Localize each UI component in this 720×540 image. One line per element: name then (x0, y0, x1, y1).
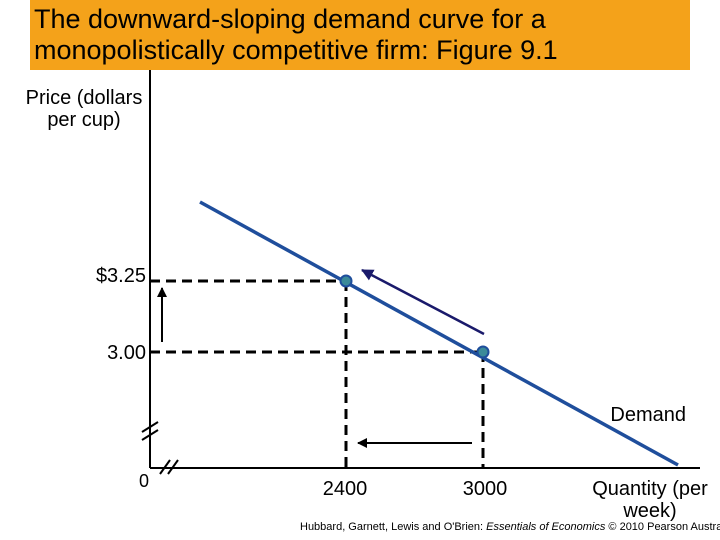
price-tick-300: 3.00 (107, 342, 146, 364)
y-axis-break-mark (141, 421, 159, 441)
quantity-tick-2400: 2400 (322, 478, 368, 500)
title-banner (30, 0, 690, 70)
x-axis-break-mark (159, 459, 179, 475)
y-axis-label: Price (dollars per cup) (25, 87, 143, 131)
demand-curve (199, 200, 679, 467)
credit-publisher: © 2010 Pearson Australia (608, 521, 720, 533)
point-price-300 (476, 345, 490, 359)
quantity-tick-3000: 3000 (462, 478, 508, 500)
page-title: The downward-sloping demand curve for a … (34, 4, 558, 65)
credit-book-title: Essentials of Economics (486, 521, 606, 533)
origin-label: 0 (138, 471, 149, 491)
credit-authors: Hubbard, Garnett, Lewis and O'Brien: (300, 521, 487, 533)
x-axis-label: Quantity (per week) (592, 478, 708, 522)
movement-along-demand-arrow (361, 268, 485, 336)
price-tick-325: $3.25 (95, 265, 146, 287)
point-price-325 (339, 274, 353, 288)
source-credit: Hubbard, Garnett, Lewis and O'Brien: Ess… (300, 520, 720, 534)
demand-curve-label: Demand (610, 404, 686, 426)
